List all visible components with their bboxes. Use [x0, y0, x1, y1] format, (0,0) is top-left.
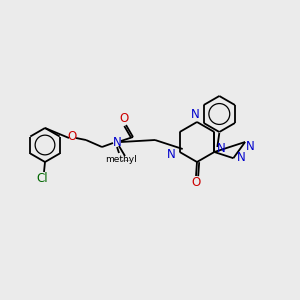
Text: N: N — [112, 136, 122, 148]
Text: methyl: methyl — [122, 160, 127, 161]
Text: Cl: Cl — [36, 172, 48, 185]
Text: N: N — [190, 109, 200, 122]
Text: O: O — [119, 112, 129, 124]
Text: N: N — [167, 148, 176, 160]
Text: methyl: methyl — [105, 155, 137, 164]
Text: N: N — [246, 140, 254, 154]
Text: N: N — [217, 142, 226, 154]
Text: O: O — [191, 176, 201, 190]
Text: methyl: methyl — [126, 160, 131, 161]
Text: N: N — [237, 151, 246, 164]
Text: O: O — [68, 130, 76, 143]
